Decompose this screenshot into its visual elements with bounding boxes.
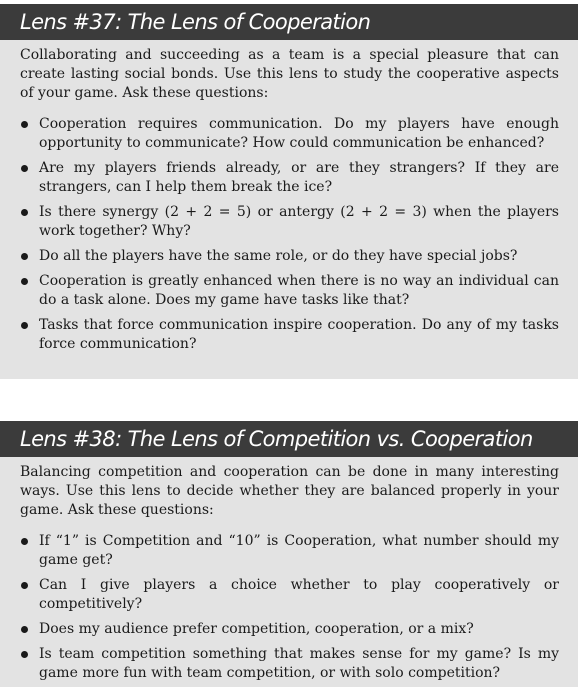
list-item: Is team competition something that makes… bbox=[20, 645, 559, 683]
bullet-icon bbox=[21, 278, 28, 285]
question-list: Cooperation requires communication. Do m… bbox=[20, 115, 559, 354]
question-list: If “1” is Competition and “10” is Cooper… bbox=[20, 532, 559, 683]
list-item: Can I give players a choice whether to p… bbox=[20, 576, 559, 614]
list-item: Cooperation requires communication. Do m… bbox=[20, 115, 559, 153]
lens-box-cooperation: Lens #37: The Lens of Cooperation Collab… bbox=[0, 4, 578, 379]
lens-body: Balancing competition and cooperation ca… bbox=[0, 457, 578, 683]
bullet-icon bbox=[21, 651, 28, 658]
question-text: Tasks that force communication inspire c… bbox=[39, 317, 559, 352]
lens-intro: Balancing competition and cooperation ca… bbox=[20, 464, 559, 518]
question-text: Do all the players have the same role, o… bbox=[39, 248, 518, 264]
bullet-icon bbox=[21, 253, 28, 260]
bullet-icon bbox=[21, 121, 28, 128]
list-item: If “1” is Competition and “10” is Cooper… bbox=[20, 532, 559, 570]
question-text: Is team competition something that makes… bbox=[39, 646, 559, 681]
bullet-icon bbox=[21, 165, 28, 172]
question-text: Does my audience prefer competition, coo… bbox=[39, 621, 474, 637]
bullet-icon bbox=[21, 322, 28, 329]
list-item: Are my players friends already, or are t… bbox=[20, 159, 559, 197]
lens-body: Collaborating and succeeding as a team i… bbox=[0, 40, 578, 354]
list-item: Cooperation is greatly enhanced when the… bbox=[20, 272, 559, 310]
question-text: Are my players friends already, or are t… bbox=[39, 160, 559, 195]
question-text: Cooperation requires communication. Do m… bbox=[39, 116, 559, 151]
bullet-icon bbox=[21, 582, 28, 589]
bullet-icon bbox=[21, 209, 28, 216]
lens-title: Lens #37: The Lens of Cooperation bbox=[0, 4, 578, 40]
list-item: Do all the players have the same role, o… bbox=[20, 247, 559, 266]
list-item: Does my audience prefer competition, coo… bbox=[20, 620, 559, 639]
list-item: Is there synergy (2 + 2 = 5) or antergy … bbox=[20, 203, 559, 241]
question-text: Can I give players a choice whether to p… bbox=[39, 577, 559, 612]
lens-box-competition-vs-cooperation: Lens #38: The Lens of Competition vs. Co… bbox=[0, 421, 578, 687]
lens-intro: Collaborating and succeeding as a team i… bbox=[20, 47, 559, 101]
bullet-icon bbox=[21, 626, 28, 633]
question-text: If “1” is Competition and “10” is Cooper… bbox=[39, 533, 559, 568]
list-item: Tasks that force communication inspire c… bbox=[20, 316, 559, 354]
bullet-icon bbox=[21, 538, 28, 545]
question-text: Cooperation is greatly enhanced when the… bbox=[39, 273, 559, 308]
lens-title: Lens #38: The Lens of Competition vs. Co… bbox=[0, 421, 578, 457]
question-text: Is there synergy (2 + 2 = 5) or antergy … bbox=[39, 204, 559, 239]
